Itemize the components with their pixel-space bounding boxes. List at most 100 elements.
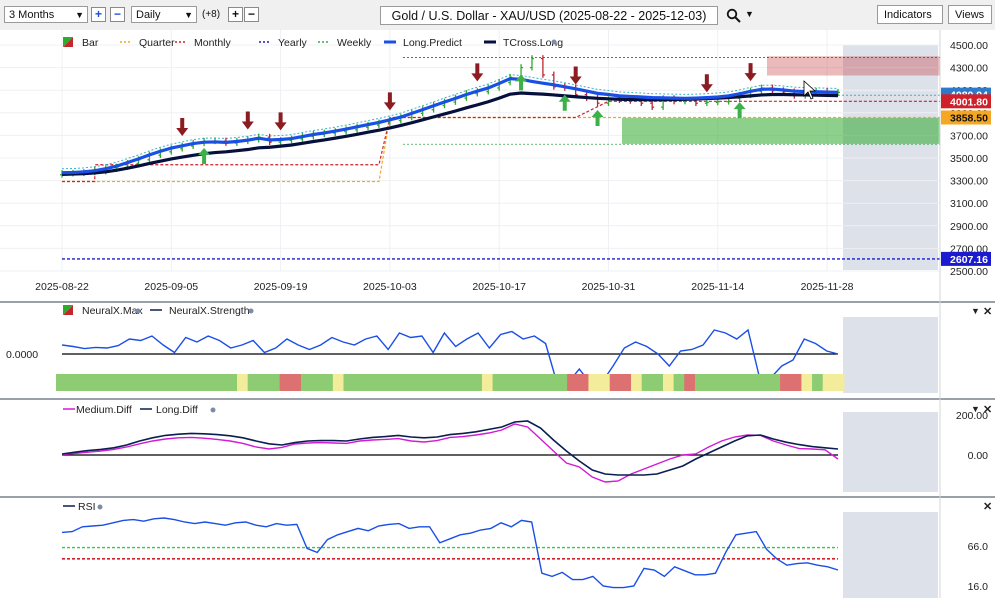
views-label: Views [955, 9, 985, 21]
neuralx-max-cell [56, 374, 68, 391]
neuralx-max-cell [492, 374, 504, 391]
neuralx-max-cell [790, 374, 802, 391]
neuralx-max-cell [300, 374, 313, 391]
neuralx-max-cell [151, 374, 163, 391]
indicators-button[interactable]: Indicators ▼ [877, 5, 943, 39]
neuralx-max-cell [822, 374, 834, 391]
legend-label: Long.Diff [156, 404, 198, 416]
legend-settings-dot [135, 308, 141, 314]
legend-swatch-bull [63, 37, 73, 47]
neuralx-max-cell [173, 374, 185, 391]
neuralx-max-cell [481, 374, 494, 391]
add-indicator-button[interactable]: + [228, 7, 243, 22]
legend-label: Yearly [278, 37, 308, 49]
x-tick-label: 2025-10-31 [582, 281, 636, 293]
buy-arrow-icon [733, 102, 746, 119]
neuralx-max-cell [215, 374, 227, 391]
future-area [843, 412, 938, 492]
interval-select[interactable]: Daily ▼ [131, 6, 197, 23]
sell-arrow-icon [383, 92, 396, 111]
rsi-line [61, 517, 839, 589]
neuralx-max-cell [279, 374, 291, 391]
x-tick-label: 2025-10-17 [472, 281, 526, 293]
long-diff-line [61, 420, 839, 476]
symbol-field[interactable]: Gold / U.S. Dollar - XAU/USD (2025-08-22… [380, 6, 718, 25]
y-tick-label: 3100.00 [950, 198, 988, 210]
legend-label: Bar [82, 37, 99, 49]
buy-arrow-icon [558, 94, 571, 111]
neuralx-max-cell [119, 374, 132, 391]
neuralx-max-cell [748, 374, 760, 391]
sell-arrow-icon [700, 74, 713, 93]
neuralx-max-cell [247, 374, 259, 391]
legend-label: Medium.Diff [76, 404, 132, 416]
views-button[interactable]: Views ▼ [948, 5, 992, 39]
price-label-bg [941, 110, 991, 125]
neuralx-max-cell [237, 374, 249, 391]
sell-arrow-icon [569, 66, 582, 85]
y-tick-label: 16.0 [968, 581, 989, 593]
close-icon: ✕ [983, 404, 992, 416]
chevron-down-icon: ▼ [75, 10, 84, 20]
close-icon: ✕ [983, 306, 992, 318]
neuralx-max-cell [162, 374, 174, 391]
legend-label: Monthly [194, 37, 232, 49]
x-tick-label: 2025-10-03 [363, 281, 417, 293]
neuralx-max-cell [567, 374, 579, 391]
diff-panel: 200.00 0.00 Medium.Diff Long.Diff ▼ ✕ [61, 404, 992, 492]
neuralx-max-cell [268, 374, 281, 391]
neuralx-max-cell [694, 374, 707, 391]
legend-label: Quarter [139, 37, 175, 49]
sell-arrow-icon [176, 117, 189, 136]
neuralx-max-cell [599, 374, 611, 391]
neuralx-max-cell [418, 374, 430, 391]
price-label-yearly: 2607.16 [950, 254, 988, 266]
y-tick-label: 0.00 [968, 450, 989, 462]
y-tick-label: 4300.00 [950, 63, 988, 75]
y-tick-label: 4500.00 [950, 40, 988, 52]
buy-arrow-icon [591, 109, 604, 126]
indicators-label: Indicators [884, 9, 932, 21]
neuralx-max-cell [460, 374, 472, 391]
sell-arrow-icon [471, 63, 484, 82]
neuralx-max-cell [662, 374, 675, 391]
y-tick-label: 2900.00 [950, 221, 988, 233]
chart-area: 2500.002700.002900.003100.003300.003500.… [0, 30, 995, 598]
neuralx-max-cell [577, 374, 589, 391]
future-area [843, 512, 938, 598]
mouse-cursor-icon [803, 80, 817, 100]
neuralx-max-cell [141, 374, 153, 391]
support-zone [622, 117, 940, 144]
period-select[interactable]: 3 Months ▼ [4, 6, 88, 23]
legend-settings-dot [551, 39, 557, 45]
collapse-arrow-icon: ▼ [971, 306, 980, 316]
neuralx-max-cell [258, 374, 270, 391]
neuralx-max-cell [194, 374, 206, 391]
legend-label: TCross.Long [503, 37, 563, 49]
remove-indicator-button[interactable]: − [244, 7, 259, 22]
neuralx-max-cell [758, 374, 770, 391]
neuralx-max-cell [737, 374, 749, 391]
neuralx-max-cell [98, 374, 110, 391]
y-tick-label: 2500.00 [950, 266, 988, 278]
search-icon[interactable] [726, 8, 742, 24]
neuralx-max-cell [513, 374, 526, 391]
neuralx-max-cell [290, 374, 302, 391]
neuralx-max-cell [726, 374, 739, 391]
x-tick-label: 2025-11-28 [801, 281, 854, 293]
zoom-in-button[interactable]: + [91, 7, 106, 22]
sell-arrow-icon [241, 111, 254, 130]
y-tick-label: 0.0000 [6, 349, 38, 361]
zoom-out-button[interactable]: − [110, 7, 125, 22]
chevron-down-icon: ▼ [184, 10, 193, 20]
chevron-down-icon[interactable]: ▼ [745, 9, 754, 19]
sell-arrow-icon [744, 63, 757, 82]
neuralx-max-cell [428, 374, 440, 391]
sell-arrow-icon [274, 112, 287, 131]
neuralx-max-cell [77, 374, 89, 391]
neuralx-max-cell [375, 374, 387, 391]
neuralx-max-cell [354, 374, 366, 391]
neuralx-max-cell [545, 374, 557, 391]
neuralx-max-cell [343, 374, 355, 391]
x-tick-label: 2025-09-19 [254, 281, 308, 293]
